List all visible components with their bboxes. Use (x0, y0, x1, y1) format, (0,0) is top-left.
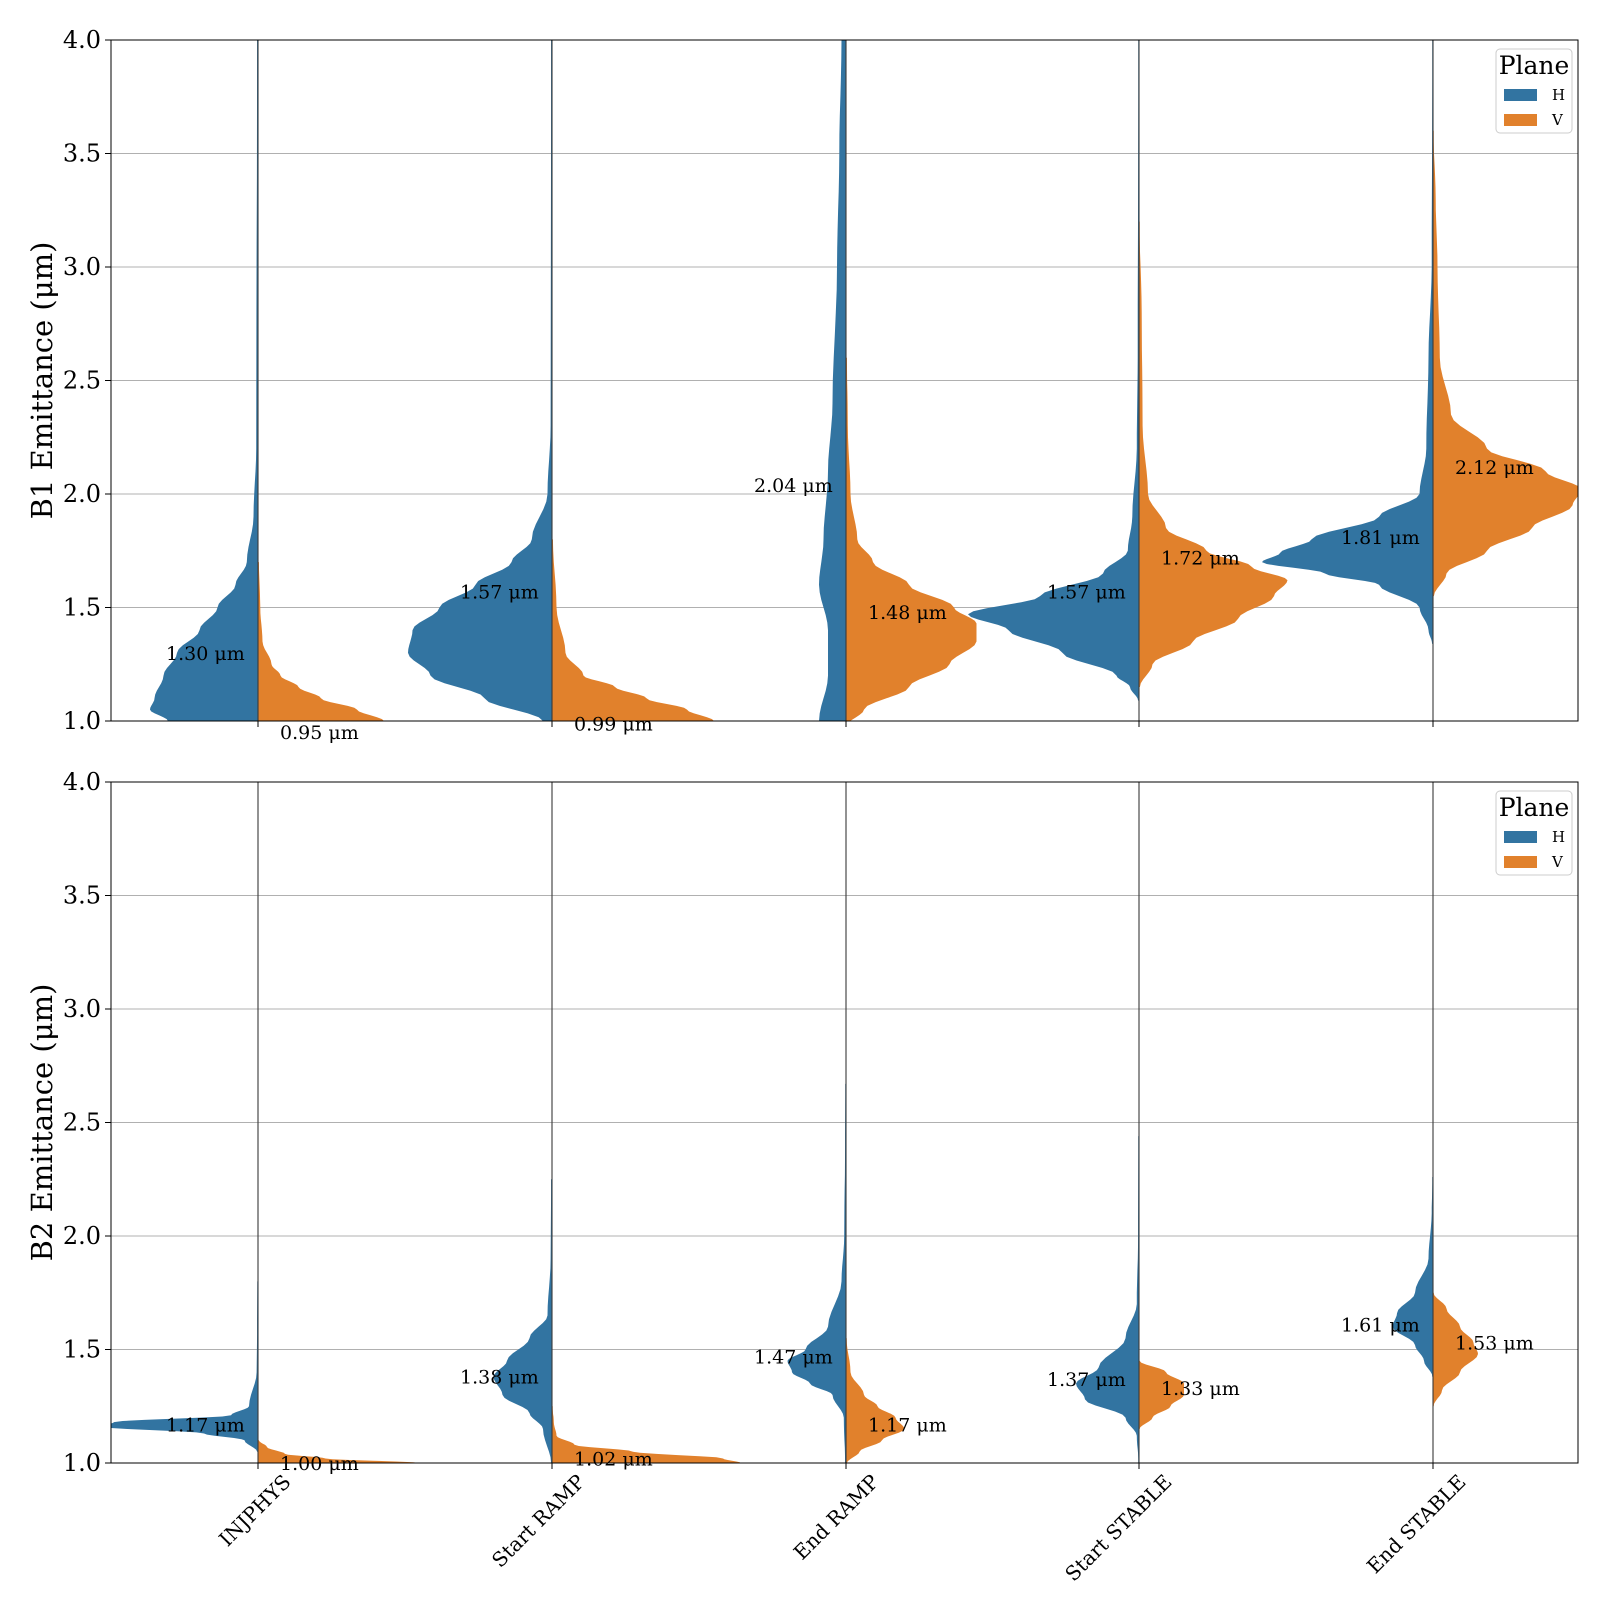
violins (150, 40, 1578, 721)
y-tick-label: 2.5 (63, 1109, 101, 1137)
x-category-label: Start STABLE (1060, 1470, 1176, 1586)
median-label-h: 1.30 μm (166, 643, 245, 665)
violin-v-2 (846, 357, 977, 721)
violin-v-1 (552, 1406, 741, 1463)
y-tick-label: 3.0 (63, 253, 101, 281)
violin-v-2 (846, 1338, 905, 1463)
median-label-h: 1.61 μm (1341, 1315, 1420, 1337)
y-tick-label: 2.0 (63, 1222, 101, 1250)
plot-frame (110, 39, 1579, 722)
median-label-h: 1.38 μm (460, 1367, 539, 1389)
y-tick-label: 1.5 (63, 1336, 101, 1364)
median-label-v: 1.72 μm (1161, 548, 1240, 570)
median-label-v: 1.02 μm (574, 1448, 653, 1470)
violins (111, 782, 1478, 1463)
y-tick-label: 4.0 (63, 26, 101, 54)
median-label-v: 0.99 μm (574, 713, 653, 735)
median-label-v: 1.17 μm (868, 1414, 947, 1436)
violin-h-2 (787, 1083, 846, 1463)
median-label-h: 1.57 μm (1047, 582, 1126, 604)
median-label-v: 2.12 μm (1455, 457, 1534, 479)
legend-swatch-v (1504, 114, 1537, 126)
y-tick-label: 3.5 (63, 140, 101, 168)
x-category-label: Start RAMP (487, 1470, 590, 1573)
violin-h-4 (1262, 40, 1433, 644)
y-tick-label: 3.5 (63, 882, 101, 910)
panel-b2: 1.0 1.5 2.0 2.5 3.0 3.5 4.0 B2 Emittance (μm) 1.… (25, 768, 1579, 1586)
violin-v-0 (258, 1440, 420, 1463)
y-tick-label: 1.5 (63, 594, 101, 622)
y-tick-label: 1.0 (63, 1449, 101, 1477)
median-label-h: 1.57 μm (460, 582, 539, 604)
legend-swatch-v (1504, 856, 1537, 868)
y-tick-label: 3.0 (63, 995, 101, 1023)
violin-h-1 (493, 1179, 552, 1463)
violin-h-3 (1076, 1136, 1139, 1463)
legend-title: Plane (1499, 793, 1570, 822)
violin-v-4 (1433, 1292, 1478, 1407)
median-label-h: 1.37 μm (1047, 1369, 1126, 1391)
median-label-h: 1.17 μm (166, 1414, 245, 1436)
legend-label-v: V (1551, 111, 1564, 129)
legend-label-h: H (1552, 86, 1565, 104)
violin-h-0 (150, 40, 258, 721)
x-category-label: INJPHYS (214, 1470, 295, 1551)
median-label-v: 1.53 μm (1455, 1333, 1534, 1355)
x-category-label: End STABLE (1362, 1470, 1471, 1579)
violin-v-3 (1139, 1360, 1184, 1429)
y-tick-label: 1.0 (63, 707, 101, 735)
violin-v-0 (258, 562, 384, 721)
violin-v-3 (1139, 221, 1288, 687)
violin-h-1 (408, 40, 552, 721)
legend: Plane HV (1495, 790, 1573, 876)
plot-frame (110, 781, 1579, 1464)
violin-h-2 (819, 40, 846, 721)
panel-b1: 1.0 1.5 2.0 2.5 3.0 3.5 4.0 B1 Emittance (μm) 1.… (25, 26, 1579, 744)
median-label-h: 2.04 μm (754, 475, 833, 497)
violin-v-4 (1433, 130, 1578, 597)
legend-label-h: H (1552, 828, 1565, 846)
legend-swatch-h (1504, 89, 1537, 101)
median-label-h: 1.47 μm (754, 1346, 833, 1368)
violin-h-4 (1392, 1176, 1433, 1377)
median-label-v: 1.33 μm (1161, 1378, 1240, 1400)
y-axis-label: B1 Emittance (μm) (25, 242, 59, 520)
legend: Plane HV (1495, 48, 1573, 134)
median-label-v: 0.95 μm (280, 722, 359, 744)
median-label-v: 1.48 μm (868, 602, 947, 624)
y-tick-label: 2.0 (63, 480, 101, 508)
median-label-h: 1.81 μm (1341, 527, 1420, 549)
y-tick-label: 4.0 (63, 768, 101, 796)
x-category-label: End RAMP (789, 1470, 884, 1565)
y-tick-label: 2.5 (63, 367, 101, 395)
violin-h-0 (111, 1281, 258, 1452)
violin-v-1 (552, 539, 714, 721)
legend-swatch-h (1504, 831, 1537, 843)
legend-label-v: V (1551, 853, 1564, 871)
y-axis-label: B2 Emittance (μm) (25, 984, 59, 1262)
median-label-v: 1.00 μm (280, 1453, 359, 1475)
violin-h-3 (968, 40, 1139, 701)
legend-title: Plane (1499, 51, 1570, 80)
